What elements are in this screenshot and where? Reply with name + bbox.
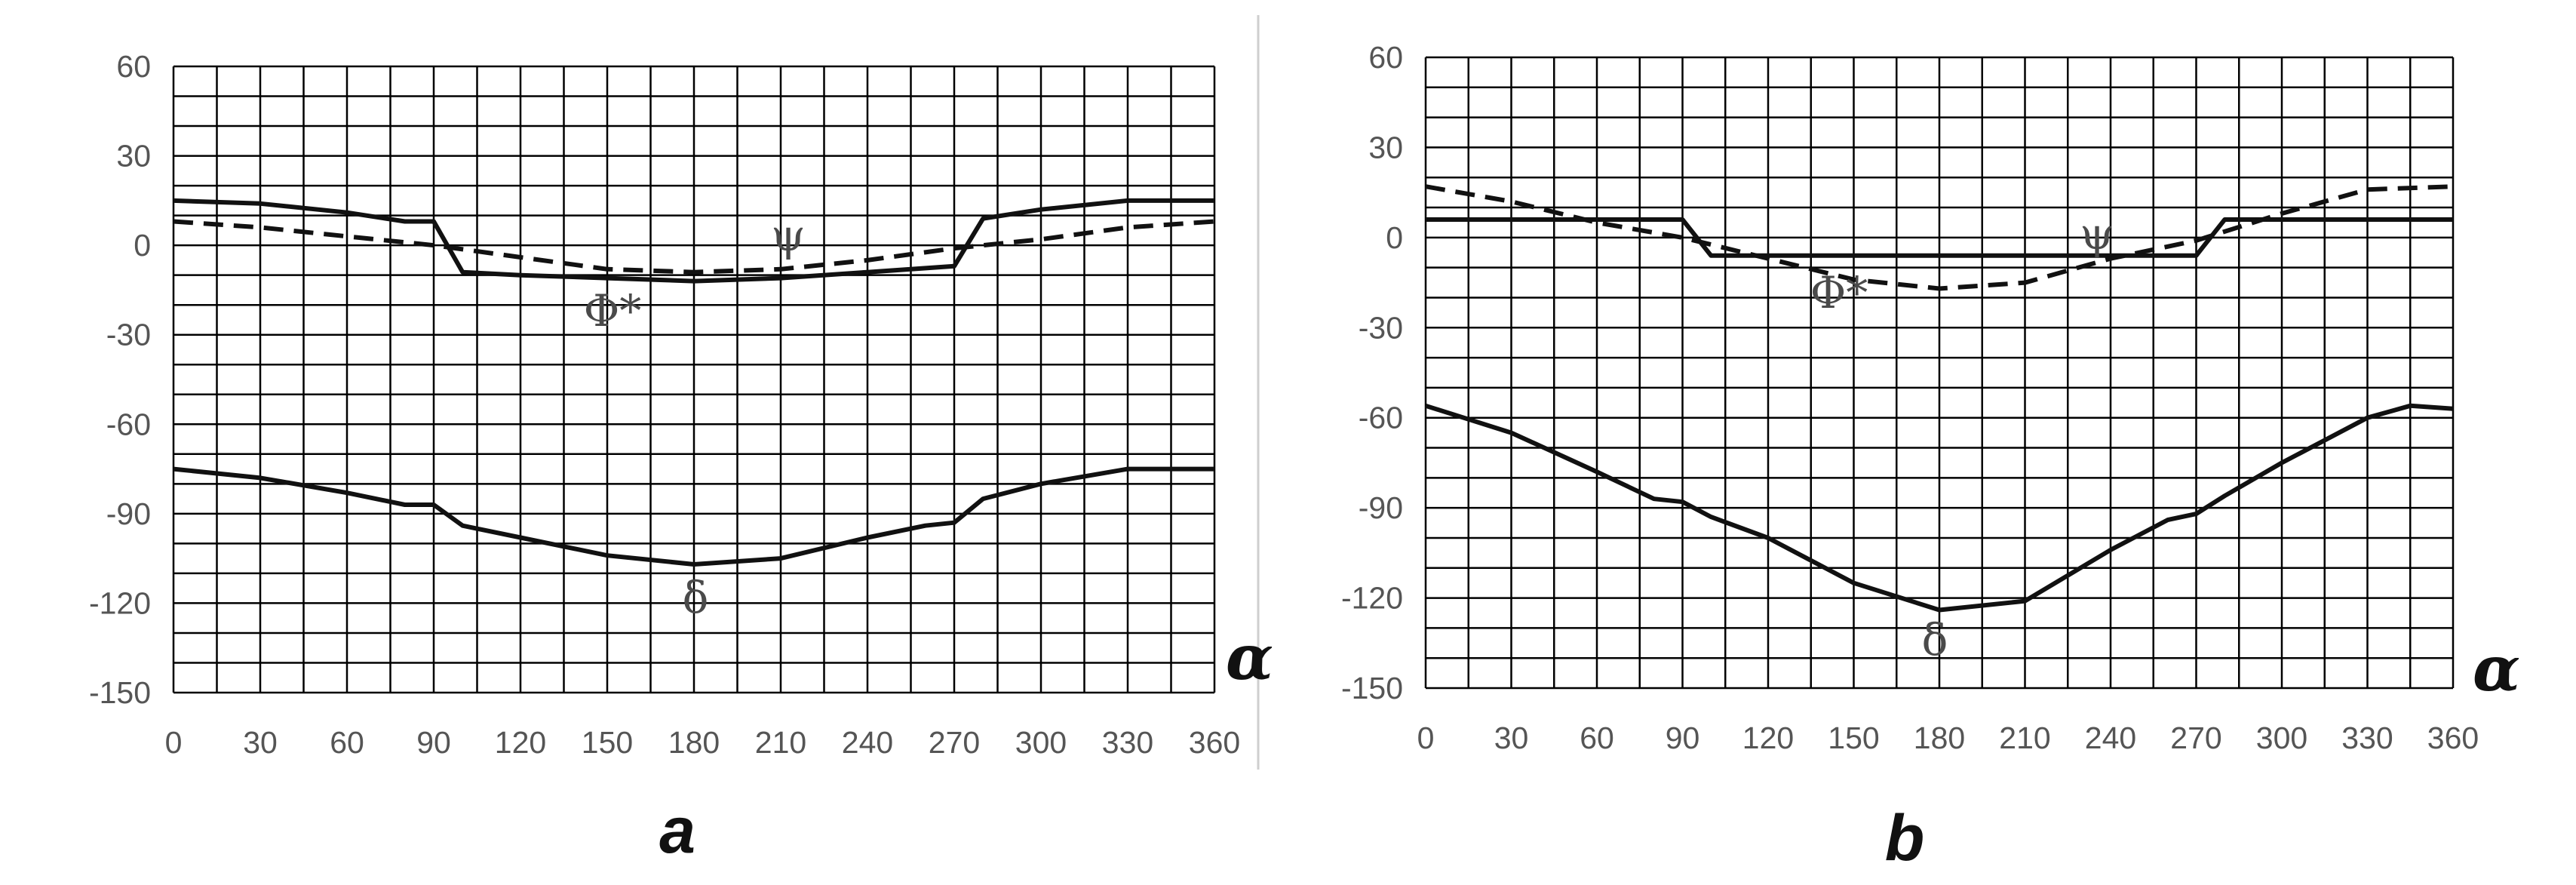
y-tick-label: -150 — [1341, 671, 1403, 705]
y-tick-label: -30 — [1359, 310, 1403, 345]
x-tick-label: 330 — [1102, 725, 1153, 760]
y-tick-label: -150 — [89, 675, 151, 710]
x-tick-label: 120 — [495, 725, 546, 760]
y-tick-label: -90 — [1359, 490, 1403, 525]
series-label: ψ — [771, 210, 805, 261]
series-label: δ — [683, 572, 709, 623]
x-tick-label: 150 — [582, 725, 633, 760]
y-tick-label: -120 — [1341, 581, 1403, 616]
x-tick-label: 30 — [243, 725, 278, 760]
series-label: Φ* — [1810, 267, 1868, 318]
series-line-psi — [173, 198, 1214, 284]
x-tick-label: 210 — [1999, 721, 2050, 755]
y-tick-label: -120 — [89, 585, 151, 620]
x-tick-label: 300 — [2256, 721, 2307, 755]
x-tick-label: 330 — [2341, 721, 2393, 755]
panel-letter: b — [1885, 802, 1925, 874]
x-tick-label: 90 — [416, 725, 451, 760]
y-tick-label: 30 — [116, 139, 151, 174]
x-tick-label: 300 — [1015, 725, 1067, 760]
y-tick-label: -90 — [106, 496, 151, 531]
series-line-delta — [173, 466, 1214, 567]
panel-letter: a — [659, 794, 695, 867]
x-tick-label: 0 — [165, 725, 183, 760]
x-axis-symbol: α — [1226, 622, 1273, 694]
y-tick-label: 30 — [1368, 130, 1403, 164]
series-label: Φ* — [584, 285, 642, 336]
x-tick-label: 60 — [330, 725, 364, 760]
x-tick-label: 360 — [2427, 721, 2479, 755]
x-tick-label: 30 — [1494, 721, 1529, 755]
y-tick-label: 0 — [134, 228, 151, 263]
x-tick-label: 270 — [929, 725, 980, 760]
y-tick-label: -30 — [106, 318, 151, 352]
x-tick-label: 240 — [842, 725, 893, 760]
y-tick-label: 0 — [1386, 220, 1403, 255]
x-tick-label: 360 — [1189, 725, 1240, 760]
x-tick-label: 150 — [1828, 721, 1879, 755]
x-tick-label: 0 — [1417, 721, 1435, 755]
x-tick-label: 270 — [2170, 721, 2221, 755]
x-tick-label: 60 — [1580, 721, 1614, 755]
series-label: δ — [1922, 614, 1948, 665]
series-label: ψ — [2080, 208, 2114, 260]
series-line-phi-star — [173, 219, 1215, 275]
x-tick-label: 120 — [1742, 721, 1794, 755]
x-tick-label: 180 — [1914, 721, 1965, 755]
x-tick-label: 240 — [2085, 721, 2136, 755]
x-tick-label: 210 — [755, 725, 806, 760]
series-line-delta — [1425, 403, 2454, 613]
x-axis-symbol: α — [2473, 633, 2520, 705]
y-tick-label: -60 — [106, 407, 151, 441]
series-line-phi-star — [1425, 184, 2454, 291]
y-tick-label: 60 — [1368, 40, 1403, 75]
x-tick-label: 90 — [1666, 721, 1700, 755]
x-tick-label: 180 — [668, 725, 720, 760]
y-tick-label: 60 — [116, 49, 151, 84]
y-tick-label: -60 — [1359, 401, 1403, 435]
